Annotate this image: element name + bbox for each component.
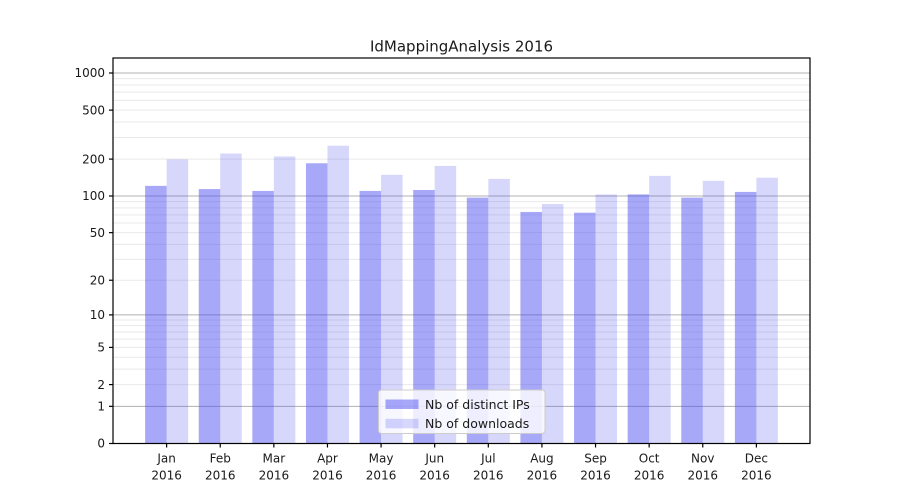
x-tick-label: Oct 2016 bbox=[634, 452, 665, 483]
bar-downloads-apr bbox=[327, 145, 349, 444]
chart-title: IdMappingAnalysis 2016 bbox=[370, 38, 553, 56]
bar-downloads-dec bbox=[756, 177, 778, 444]
y-tick-label: 0 bbox=[97, 437, 105, 451]
x-tick-label: Jan 2016 bbox=[151, 452, 182, 483]
bar-downloads-sep bbox=[595, 194, 618, 444]
legend-box bbox=[378, 389, 546, 434]
x-tick-label: Aug 2016 bbox=[527, 452, 558, 483]
y-tick-label: 5 bbox=[97, 341, 105, 355]
bar-distinct-ips-jan bbox=[145, 185, 167, 444]
bar-downloads-feb bbox=[220, 153, 242, 444]
bar-distinct-ips-jun bbox=[413, 189, 435, 444]
x-tick-label: Jul 2016 bbox=[473, 452, 504, 483]
y-tick-label: 2 bbox=[97, 378, 105, 392]
x-tick-label: Mar 2016 bbox=[259, 452, 290, 483]
legend-label-distinct-ips: Nb of distinct IPs bbox=[425, 397, 530, 412]
bar-distinct-ips-feb bbox=[198, 189, 221, 444]
bar-downloads-nov bbox=[702, 180, 725, 444]
y-tick-label: 500 bbox=[82, 103, 105, 117]
y-tick-label: 1 bbox=[97, 400, 105, 414]
bar-distinct-ips-dec bbox=[734, 191, 757, 444]
y-tick-label: 50 bbox=[90, 226, 105, 240]
plot-frame bbox=[112, 57, 811, 445]
bar-downloads-oct bbox=[649, 175, 671, 444]
x-tick-label: Sep 2016 bbox=[580, 452, 611, 483]
y-tick-label: 10 bbox=[90, 308, 105, 322]
x-tick-label: Apr 2016 bbox=[312, 452, 343, 483]
legend: Nb of distinct IPs Nb of downloads bbox=[378, 389, 546, 434]
x-tick-label: Jun 2016 bbox=[419, 452, 450, 483]
bar-distinct-ips-may bbox=[359, 190, 382, 444]
bar-downloads-jan bbox=[166, 159, 189, 444]
axes: 0 1 2 5 10 20 50 100 200 500 1000 Jan 2016 Feb 2016 Mar… bbox=[74, 66, 771, 482]
x-tick-label: Nov 2016 bbox=[687, 452, 718, 483]
bar-distinct-ips-sep bbox=[574, 212, 596, 444]
bar-downloads-aug bbox=[541, 204, 564, 444]
bar-distinct-ips-nov bbox=[681, 197, 703, 444]
y-tick-label: 1000 bbox=[74, 66, 105, 80]
legend-swatch-distinct-ips bbox=[385, 399, 419, 409]
bar-distinct-ips-oct bbox=[627, 194, 650, 444]
bar-distinct-ips-apr bbox=[305, 163, 328, 444]
y-tick-label: 200 bbox=[82, 152, 105, 166]
bar-downloads-jul bbox=[488, 178, 510, 444]
x-tick-label: May 2016 bbox=[366, 452, 397, 483]
y-tick-label: 100 bbox=[82, 189, 105, 203]
bar-distinct-ips-mar bbox=[252, 190, 274, 444]
bar-downloads-mar bbox=[273, 156, 296, 444]
bars bbox=[145, 145, 778, 444]
bar-distinct-ips-aug bbox=[520, 211, 542, 444]
x-tick-label: Feb 2016 bbox=[205, 452, 236, 483]
legend-swatch-downloads bbox=[385, 418, 419, 429]
bar-distinct-ips-jul bbox=[466, 197, 489, 444]
bar-downloads-may bbox=[381, 174, 403, 444]
bar-downloads-jun bbox=[434, 165, 457, 444]
y-tick-label: 20 bbox=[90, 273, 105, 287]
x-tick-label: Dec 2016 bbox=[741, 452, 772, 483]
legend-label-downloads: Nb of downloads bbox=[425, 416, 529, 431]
